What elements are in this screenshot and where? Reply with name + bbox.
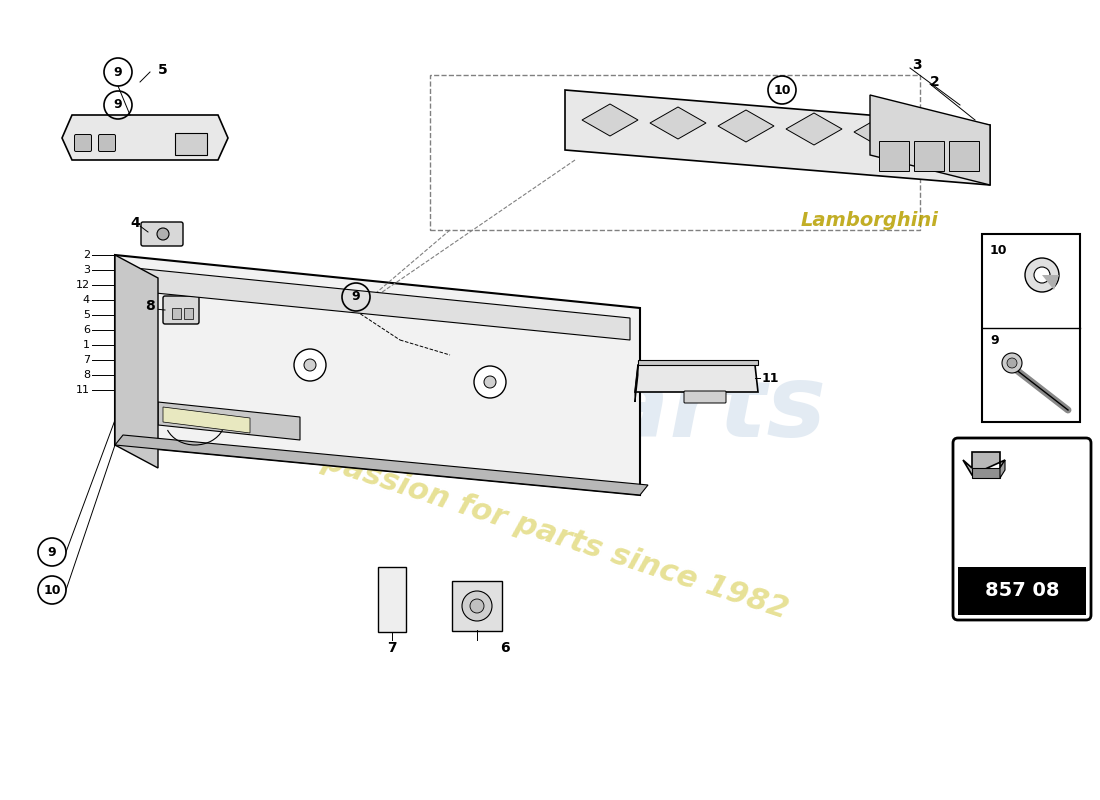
Polygon shape [635, 365, 758, 392]
Circle shape [1006, 358, 1018, 368]
FancyBboxPatch shape [141, 222, 183, 246]
Circle shape [157, 228, 169, 240]
Polygon shape [718, 110, 774, 142]
Text: 9: 9 [113, 66, 122, 78]
FancyBboxPatch shape [949, 141, 979, 171]
Text: 8: 8 [82, 370, 90, 380]
Text: 4: 4 [82, 295, 90, 305]
Polygon shape [786, 113, 842, 145]
Text: 5: 5 [158, 63, 167, 77]
Circle shape [304, 359, 316, 371]
Text: 6: 6 [82, 325, 90, 335]
Text: 9: 9 [990, 334, 999, 346]
Polygon shape [962, 452, 1005, 475]
Polygon shape [635, 365, 638, 402]
Text: 9: 9 [113, 98, 122, 111]
Polygon shape [650, 107, 706, 139]
Polygon shape [870, 95, 990, 185]
Text: 11: 11 [762, 371, 780, 385]
FancyBboxPatch shape [982, 234, 1080, 422]
Text: 11: 11 [76, 385, 90, 395]
Bar [958, 567, 1086, 615]
Polygon shape [1042, 275, 1059, 290]
Polygon shape [854, 116, 910, 148]
Circle shape [1025, 258, 1059, 292]
Text: 1: 1 [82, 340, 90, 350]
Text: 6: 6 [500, 641, 509, 655]
Text: 10: 10 [773, 83, 791, 97]
FancyBboxPatch shape [163, 296, 199, 324]
Text: 12: 12 [76, 280, 90, 290]
Text: 5: 5 [82, 310, 90, 320]
FancyBboxPatch shape [914, 141, 944, 171]
FancyBboxPatch shape [378, 567, 406, 632]
FancyBboxPatch shape [452, 581, 502, 631]
FancyBboxPatch shape [172, 307, 180, 318]
Polygon shape [116, 255, 158, 468]
Text: 10: 10 [43, 583, 60, 597]
Polygon shape [582, 104, 638, 136]
FancyBboxPatch shape [879, 141, 909, 171]
Polygon shape [125, 267, 630, 340]
Text: 10: 10 [990, 243, 1008, 257]
Circle shape [484, 376, 496, 388]
Polygon shape [1000, 460, 1005, 478]
Polygon shape [972, 468, 1000, 478]
Text: 2: 2 [930, 75, 939, 89]
Circle shape [470, 599, 484, 613]
Polygon shape [565, 90, 990, 185]
Text: 9: 9 [47, 546, 56, 558]
FancyBboxPatch shape [75, 134, 91, 151]
Text: 7: 7 [82, 355, 90, 365]
FancyBboxPatch shape [175, 133, 207, 155]
Circle shape [1002, 353, 1022, 373]
Text: a passion for parts since 1982: a passion for parts since 1982 [288, 436, 792, 624]
Polygon shape [62, 115, 228, 160]
FancyBboxPatch shape [953, 438, 1091, 620]
Polygon shape [163, 407, 250, 433]
Circle shape [474, 366, 506, 398]
FancyBboxPatch shape [99, 134, 116, 151]
Polygon shape [638, 360, 758, 365]
Text: 2: 2 [82, 250, 90, 260]
Circle shape [462, 591, 492, 621]
Text: 8: 8 [145, 299, 155, 313]
Text: 857 08: 857 08 [984, 582, 1059, 601]
Polygon shape [116, 255, 640, 495]
Text: Lamborghini: Lamborghini [801, 210, 939, 230]
FancyBboxPatch shape [684, 391, 726, 403]
Polygon shape [116, 435, 648, 495]
FancyBboxPatch shape [184, 307, 192, 318]
Polygon shape [922, 119, 978, 151]
Text: 7: 7 [387, 641, 397, 655]
Text: 3: 3 [82, 265, 90, 275]
Text: europarts: europarts [274, 362, 826, 458]
Text: 4: 4 [130, 216, 140, 230]
Circle shape [1034, 267, 1050, 283]
Text: 3: 3 [912, 58, 922, 72]
Polygon shape [158, 402, 300, 440]
Text: 9: 9 [352, 290, 361, 303]
Circle shape [294, 349, 326, 381]
